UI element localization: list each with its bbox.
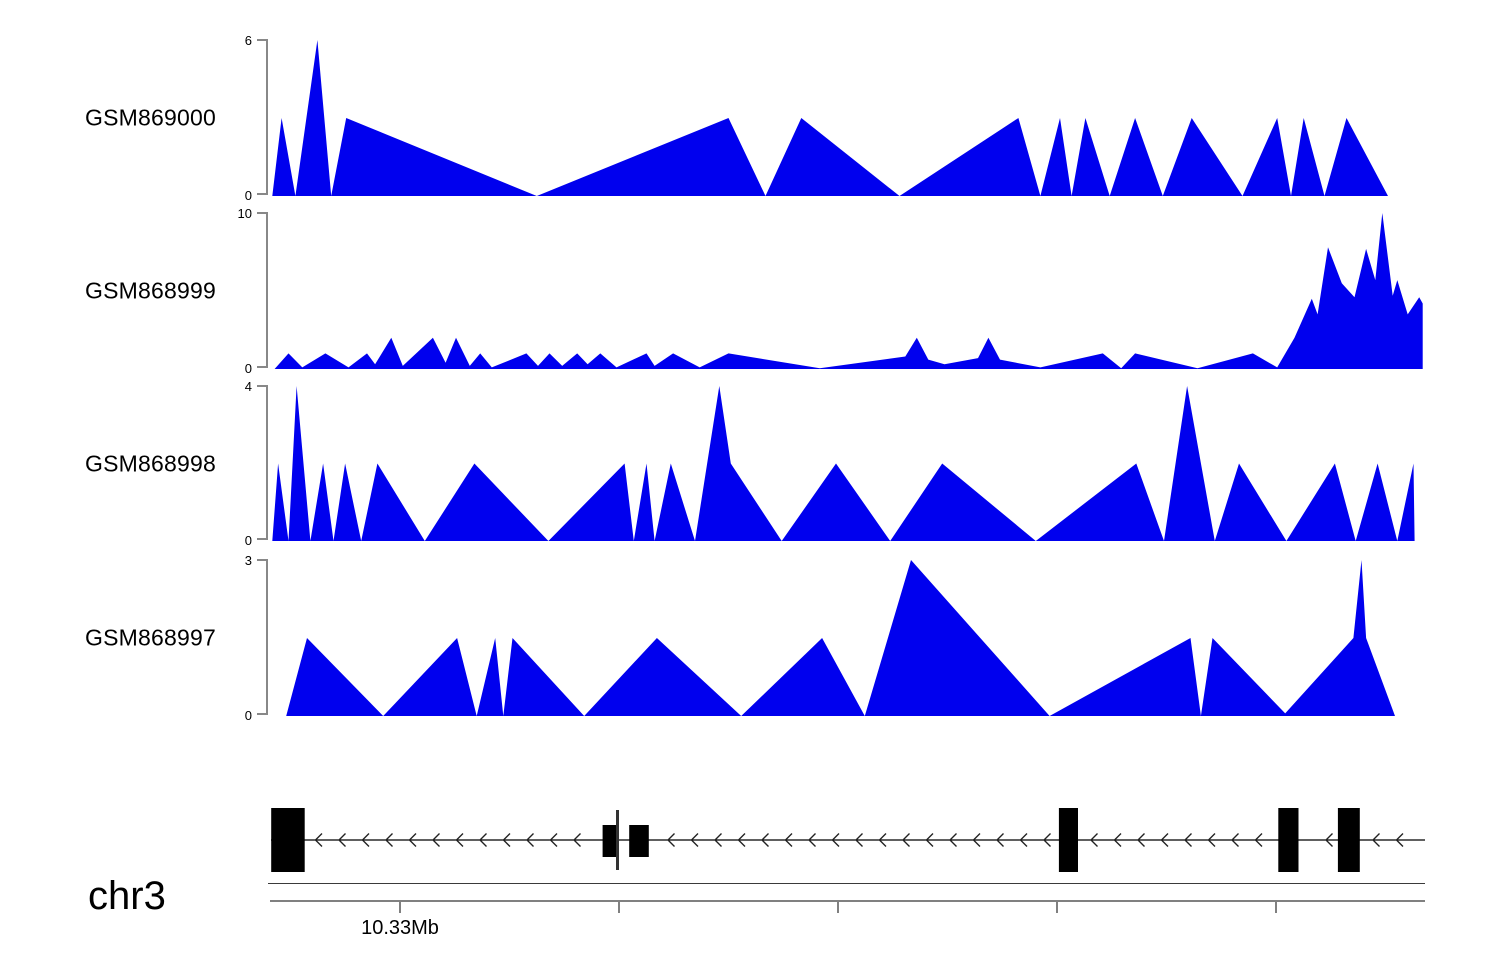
strand-arrow-icon <box>408 833 417 847</box>
strand-arrow-icon <box>1325 833 1333 847</box>
coverage-area-polygon <box>286 560 1396 716</box>
strand-arrow-icon <box>1160 833 1169 847</box>
strand-arrow-icon <box>855 833 863 847</box>
strand-arrow-icon <box>925 833 934 847</box>
gene-model-track <box>271 808 1425 872</box>
genome-axis-line <box>270 900 1425 902</box>
track-label: GSM868997 <box>85 624 216 651</box>
exon-box <box>1278 808 1299 872</box>
y-axis-bracket <box>257 385 268 540</box>
strand-arrow-icon <box>1137 833 1145 847</box>
strand-arrow-icon <box>831 833 840 847</box>
strand-arrow-icon <box>1207 833 1216 847</box>
strand-arrow-icon <box>573 833 581 847</box>
coverage-area-polygon <box>272 40 1388 196</box>
strand-arrow-icon <box>338 833 346 847</box>
strand-arrow-icon <box>432 833 440 847</box>
strand-arrow-icon <box>996 833 1004 847</box>
strand-arrow-icon <box>385 833 393 847</box>
coverage-track-gsm868997: GSM868997 3 0 <box>0 553 1500 723</box>
coverage-area-polygon <box>272 386 1415 541</box>
strand-arrow-icon <box>502 833 511 847</box>
strand-arrow-icon <box>972 833 981 847</box>
y-axis-bracket <box>257 559 268 715</box>
y-axis-bracket <box>257 212 268 368</box>
strand-arrow-icon <box>1113 833 1122 847</box>
exon-box <box>271 808 305 872</box>
coverage-area-plot <box>286 560 1396 716</box>
coverage-area-plot <box>272 386 1415 541</box>
strand-arrow-icon <box>902 833 910 847</box>
exon-box <box>1058 808 1078 872</box>
strand-arrow-icon <box>314 833 323 847</box>
coverage-track-gsm868999: GSM868999 10 0 <box>0 206 1500 376</box>
strand-arrow-icon <box>808 833 816 847</box>
axis-tick <box>399 902 402 913</box>
coverage-track-gsm869000: GSM869000 6 0 <box>0 33 1500 203</box>
y-axis-min-label: 0 <box>244 533 252 548</box>
coverage-area-plot <box>274 213 1423 369</box>
y-axis-min-label: 0 <box>244 708 252 723</box>
strand-arrow-icon <box>737 833 746 847</box>
strand-arrow-icon <box>878 833 887 847</box>
track-label: GSM869000 <box>85 104 216 131</box>
exon-box <box>629 825 649 857</box>
y-axis-bracket <box>257 39 268 195</box>
strand-arrow-icon <box>1090 833 1098 847</box>
strand-arrow-icon <box>455 833 464 847</box>
genome-axis-track: 10.33Mb <box>270 900 1425 940</box>
y-axis-max-label: 6 <box>244 33 252 48</box>
axis-tick <box>1275 902 1277 913</box>
exon-box <box>1337 808 1360 872</box>
strand-arrow-icon <box>667 833 675 847</box>
strand-arrow-icon <box>714 833 722 847</box>
track-label: GSM868998 <box>85 450 216 476</box>
coverage-area-plot <box>272 40 1388 196</box>
strand-arrow-icon <box>1043 833 1051 847</box>
track-separator-line <box>268 883 1425 884</box>
axis-tick-label: 10.33Mb <box>361 917 439 939</box>
strand-arrow-icon <box>784 833 793 847</box>
axis-tick <box>1056 902 1058 913</box>
y-axis-min-label: 0 <box>244 188 252 203</box>
chromosome-label: chr3 <box>88 874 166 918</box>
y-axis-max-label: 4 <box>244 379 252 394</box>
y-axis-min-label: 0 <box>244 361 252 376</box>
strand-arrow-icon <box>949 833 957 847</box>
strand-arrow-icon <box>1019 833 1028 847</box>
strand-arrow-icon <box>479 833 487 847</box>
strand-arrow-icon <box>1395 833 1404 847</box>
strand-arrow-icon <box>1254 833 1263 847</box>
exon-boundary-marker <box>616 810 619 870</box>
strand-arrow-icon <box>761 833 769 847</box>
strand-arrow-icon <box>1372 833 1380 847</box>
axis-tick <box>618 902 620 913</box>
y-axis-max-label: 3 <box>244 553 252 568</box>
strand-arrow-icon <box>690 833 699 847</box>
axis-tick <box>837 902 839 913</box>
track-label: GSM868999 <box>85 277 216 304</box>
y-axis-max-label: 10 <box>237 206 252 221</box>
strand-arrow-icon <box>526 833 534 847</box>
strand-arrow-icon <box>549 833 558 847</box>
strand-arrow-icon <box>1231 833 1239 847</box>
coverage-area-polygon <box>274 213 1423 369</box>
exon-box <box>602 825 619 857</box>
strand-arrow-icon <box>1184 833 1192 847</box>
coverage-track-gsm868998: GSM868998 4 0 <box>0 379 1500 548</box>
strand-arrow-icon <box>361 833 370 847</box>
